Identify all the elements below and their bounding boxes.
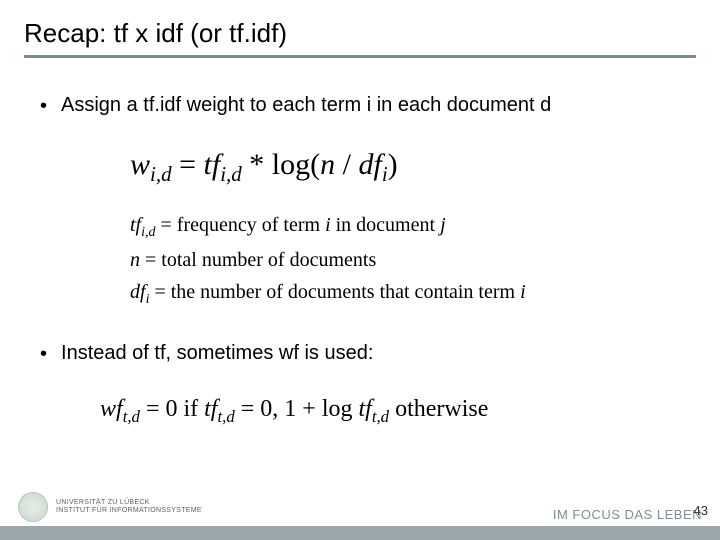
formula-log: log( (272, 148, 320, 181)
wf-tf: tf (204, 396, 217, 422)
uni-line-2: INSTITUT FÜR INFORMATIONSSYSTEME (56, 507, 202, 515)
formula-slash: / (335, 148, 358, 181)
wf-tf-sub: t,d (217, 407, 234, 426)
title-underline (24, 55, 696, 58)
bullet-dot-icon: • (40, 94, 47, 118)
def-n-text: = total number of documents (140, 249, 376, 271)
slide-content: • Assign a tf.idf weight to each term i … (0, 68, 720, 540)
wf-sub: t,d (123, 407, 140, 426)
slide-footer: UNIVERSITÄT ZU LÜBECK INSTITUT FÜR INFOR… (0, 526, 720, 540)
university-text: UNIVERSITÄT ZU LÜBECK INSTITUT FÜR INFOR… (56, 499, 202, 515)
def-tf-sym: tf (130, 214, 141, 236)
formula-n: n (320, 148, 335, 181)
definitions-block: tfi,d = frequency of term i in document … (130, 209, 680, 312)
wf-sym: wf (100, 396, 123, 422)
formula-wf: wft,d = 0 if tft,d = 0, 1 + log tft,d ot… (100, 396, 680, 427)
university-seal-icon (18, 492, 48, 522)
def-tf-sub: i,d (141, 225, 155, 240)
university-logo: UNIVERSITÄT ZU LÜBECK INSTITUT FÜR INFOR… (18, 492, 202, 522)
bullet-2-text: Instead of tf, sometimes wf is used: (61, 342, 373, 365)
def-tf-j: j (440, 214, 446, 236)
formula-df: df (358, 148, 381, 181)
bullet-1-text: Assign a tf.idf weight to each term i in… (61, 94, 551, 117)
footer-band (0, 526, 720, 540)
formula-tf-sub: i,d (220, 162, 242, 186)
def-df: df i = the number of documents that conta… (130, 276, 680, 311)
formula-tf: tf (204, 148, 221, 181)
def-tf-text2: in document (331, 214, 440, 236)
def-tf-text1: = frequency of term (156, 214, 326, 236)
wf-tf2: tf (358, 396, 371, 422)
formula-star: * (242, 148, 272, 181)
wf-eq0: = 0, (235, 396, 285, 422)
def-n-sym: n (130, 249, 140, 271)
wf-tf2-sub: t,d (372, 407, 389, 426)
formula-eq: = (172, 148, 204, 181)
def-df-sym: df (130, 281, 146, 303)
formula-close: ) (388, 148, 398, 181)
page-number: 43 (694, 503, 708, 518)
slide-title: Recap: tf x idf (or tf.idf) (24, 18, 696, 49)
def-df-text: = the number of documents that contain t… (149, 281, 520, 303)
footer-tagline: IM FOCUS DAS LEBEN (553, 507, 702, 522)
formula-w: w (130, 148, 150, 181)
wf-otherwise: otherwise (389, 396, 488, 422)
wf-eq1: = 0 if (140, 396, 204, 422)
def-n: n = total number of documents (130, 244, 680, 276)
bullet-1: • Assign a tf.idf weight to each term i … (40, 94, 680, 118)
bullet-2: • Instead of tf, sometimes wf is used: (40, 342, 680, 366)
def-tf: tfi,d = frequency of term i in document … (130, 209, 680, 244)
uni-line-1: UNIVERSITÄT ZU LÜBECK (56, 499, 202, 507)
formula-tfidf: wi,d = tfi,d * log(n / dfi) (130, 148, 680, 187)
slide-header: Recap: tf x idf (or tf.idf) (0, 0, 720, 68)
slide: Recap: tf x idf (or tf.idf) • Assign a t… (0, 0, 720, 540)
wf-oneplus: 1 + log (284, 396, 358, 422)
formula-w-sub: i,d (150, 162, 172, 186)
def-df-i: i (520, 281, 526, 303)
footer-content: UNIVERSITÄT ZU LÜBECK INSTITUT FÜR INFOR… (0, 492, 720, 522)
bullet-dot-icon: • (40, 342, 47, 366)
